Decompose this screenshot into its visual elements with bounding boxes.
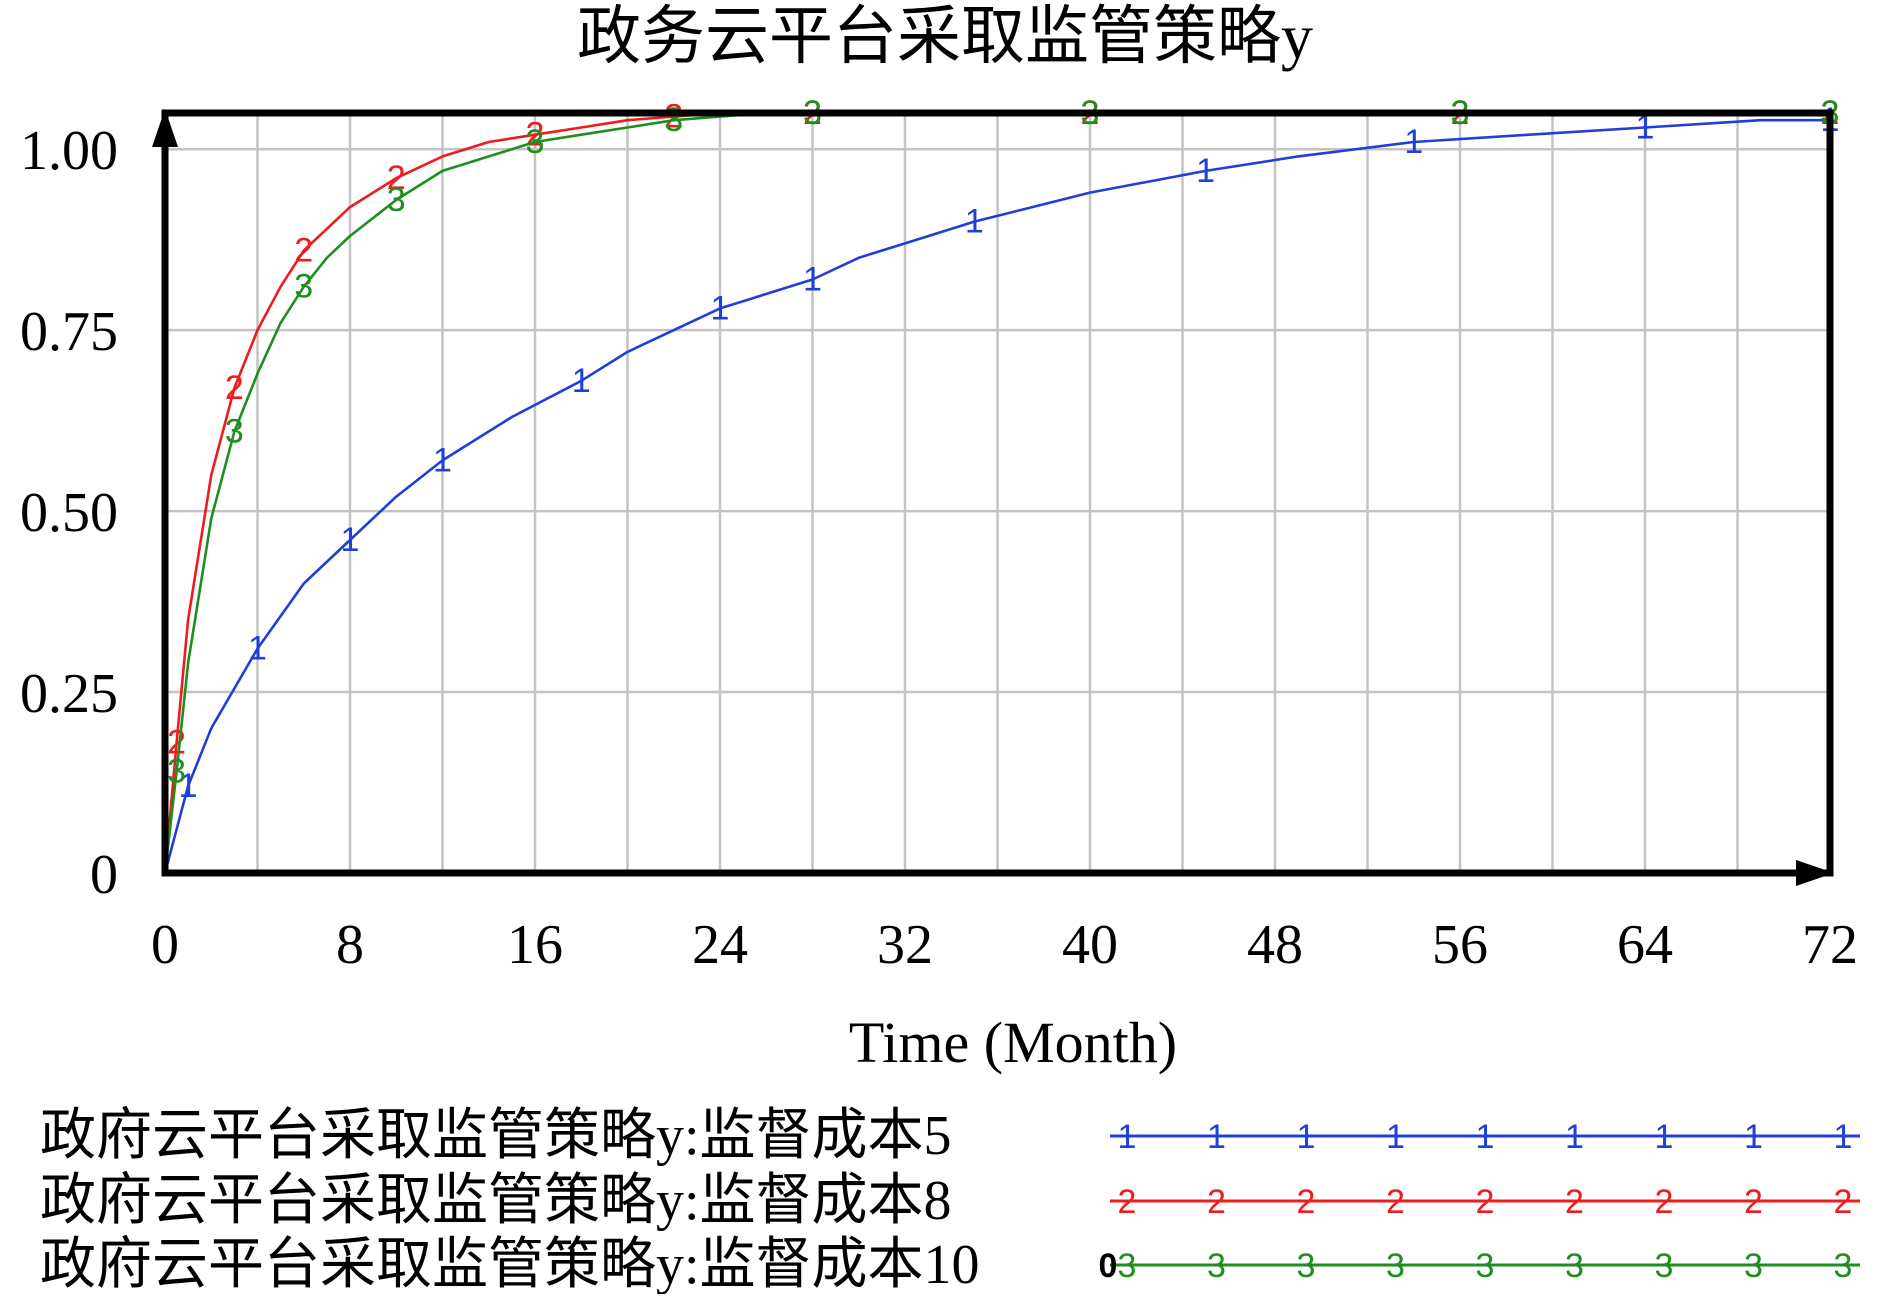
- series-1-marker: 1: [248, 630, 267, 668]
- series-2-marker: 2: [225, 369, 244, 407]
- legend-marker-3: 3: [1207, 1247, 1226, 1285]
- series-2-marker: 2: [664, 98, 683, 136]
- y-axis-arrow: [152, 109, 178, 147]
- legend-marker-1: 1: [1207, 1118, 1226, 1156]
- series-1-marker: 1: [803, 260, 822, 298]
- series-3-marker: 3: [526, 123, 545, 161]
- series-3-marker: 3: [664, 101, 683, 139]
- legend-marker-2: 2: [1386, 1183, 1405, 1221]
- y-tick-label: 1.00: [20, 120, 118, 182]
- series-1-marker: 1: [433, 441, 452, 479]
- x-tick-label: 16: [507, 914, 563, 976]
- series-3-marker: 3: [225, 412, 244, 450]
- legend-marker-2: 2: [1297, 1183, 1316, 1221]
- legend-marker-2: 2: [1118, 1183, 1137, 1221]
- legend-marker-3: 3: [1655, 1247, 1674, 1285]
- series-3-marker: 3: [387, 181, 406, 219]
- legend-marker-2: 2: [1655, 1183, 1674, 1221]
- x-tick-label: 32: [877, 914, 933, 976]
- series-2-marker: 2: [387, 159, 406, 197]
- series-1-marker: 1: [1636, 108, 1655, 146]
- x-tick-label: 56: [1432, 914, 1488, 976]
- legend-marker-3: 3: [1565, 1247, 1584, 1285]
- x-tick-label: 24: [692, 914, 748, 976]
- legend-marker-1: 1: [1565, 1118, 1584, 1156]
- x-axis-label: Time (Month): [849, 1010, 1177, 1075]
- legend-marker-3: 3: [1744, 1247, 1763, 1285]
- grid: [165, 113, 1830, 873]
- chart-title: 政务云平台采取监管策略y: [577, 1, 1313, 72]
- x-tick-label: 48: [1247, 914, 1303, 976]
- legend-marker-1: 1: [1386, 1118, 1405, 1156]
- x-tick-label: 64: [1617, 914, 1673, 976]
- series-3-marker: 3: [167, 753, 186, 791]
- series-1-marker: 1: [1404, 123, 1423, 161]
- legend-marker-2: 2: [1476, 1183, 1495, 1221]
- legend-marker-1: 1: [1834, 1118, 1853, 1156]
- legend-marker-1: 1: [1297, 1118, 1316, 1156]
- legend-label-3: 政府云平台采取监管策略y:监督成本10: [40, 1234, 980, 1294]
- series-1-marker: 1: [572, 362, 591, 400]
- legend-label-2: 政府云平台采取监管策略y:监督成本8: [40, 1170, 952, 1232]
- x-tick-label: 0: [151, 914, 179, 976]
- x-axis-arrow: [1796, 860, 1834, 886]
- legend-marker-3: 3: [1386, 1247, 1405, 1285]
- series-1-marker: 1: [965, 203, 984, 241]
- legend-label-1: 政府云平台采取监管策略y:监督成本5: [40, 1105, 952, 1167]
- series-1-marker: 1: [711, 289, 730, 327]
- legend: 政府云平台采取监管策略y:监督成本5 1 1 1 1 1 1 1 1 1 政府云平台采取监管策略y:…: [40, 1105, 1860, 1296]
- legend-marker-1: 1: [1118, 1118, 1137, 1156]
- y-tick-label: 0.25: [20, 663, 118, 725]
- legend-marker-1: 1: [1744, 1118, 1763, 1156]
- axes: [152, 109, 1834, 886]
- x-tick-label: 72: [1802, 914, 1858, 976]
- legend-marker-2: 2: [1834, 1183, 1853, 1221]
- series-3-marker: 3: [294, 268, 313, 306]
- legend-marker-2: 2: [1207, 1183, 1226, 1221]
- series-1-marker: 1: [179, 767, 198, 805]
- y-tick-label: 0.75: [20, 301, 118, 363]
- x-tick-label: 8: [336, 914, 364, 976]
- y-tick-label: 0: [90, 844, 118, 906]
- series-line-1: [163, 118, 1830, 874]
- series-2-marker: 2: [294, 232, 313, 270]
- legend-marker-3: 3: [1834, 1247, 1853, 1285]
- legend-marker-3: 3: [1118, 1247, 1137, 1285]
- legend-marker-1: 1: [1476, 1118, 1495, 1156]
- legend-marker-3: 3: [1476, 1247, 1495, 1285]
- series-1-marker: 1: [1196, 152, 1215, 190]
- legend-marker-1: 1: [1655, 1118, 1674, 1156]
- plot-frame: [161, 109, 1834, 877]
- legend-marker-2: 2: [1744, 1183, 1763, 1221]
- legend-lead-marker: 0: [1099, 1247, 1118, 1285]
- y-tick-label: 0.50: [20, 482, 118, 544]
- legend-marker-3: 3: [1297, 1247, 1316, 1285]
- x-tick-label: 40: [1062, 914, 1118, 976]
- legend-marker-2: 2: [1565, 1183, 1584, 1221]
- series-1-marker: 1: [341, 521, 360, 559]
